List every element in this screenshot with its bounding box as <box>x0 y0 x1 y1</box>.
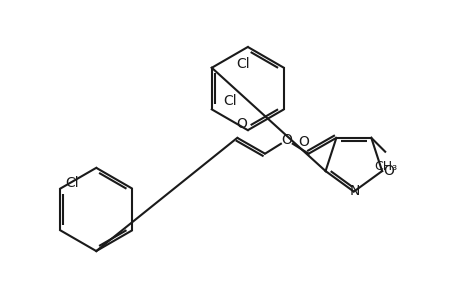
Text: Cl: Cl <box>223 94 237 109</box>
Text: N: N <box>349 184 359 198</box>
Text: O: O <box>383 164 394 178</box>
Text: Cl: Cl <box>235 57 249 71</box>
Text: O: O <box>297 135 308 149</box>
Text: CH₃: CH₃ <box>374 160 397 172</box>
Text: O: O <box>235 117 246 131</box>
Text: Cl: Cl <box>65 176 78 190</box>
Text: O: O <box>281 133 291 147</box>
